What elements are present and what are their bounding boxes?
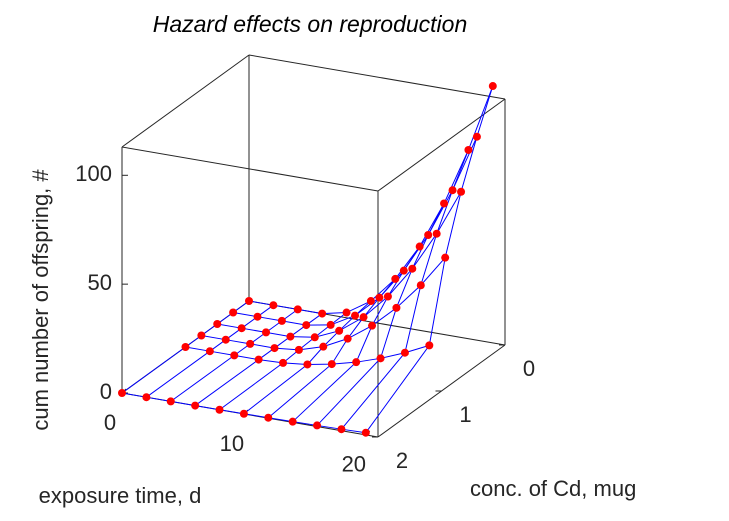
data-point: [399, 266, 408, 275]
data-point: [118, 389, 126, 397]
data-point: [376, 354, 385, 363]
data-point: [319, 342, 328, 351]
data-point: [253, 312, 262, 321]
data-point: [351, 311, 360, 320]
box-edge: [248, 54, 506, 100]
data-point: [269, 301, 278, 310]
data-point: [464, 145, 473, 154]
data-point: [337, 425, 346, 434]
data-point: [441, 253, 450, 262]
data-point: [327, 360, 336, 369]
data-point: [293, 305, 302, 314]
z-tick-label: 50: [88, 270, 112, 295]
box-edge: [377, 98, 506, 192]
data-point: [368, 321, 377, 330]
mesh-line: [233, 136, 478, 326]
chart-title: Hazard effects on reproduction: [153, 11, 468, 37]
mesh-line: [316, 203, 445, 426]
data-point: [294, 345, 303, 354]
data-point: [361, 428, 370, 437]
mesh-line: [292, 246, 421, 423]
data-point: [181, 343, 190, 351]
x-tick-label: 20: [342, 452, 366, 477]
data-point: [166, 397, 175, 406]
data-point: [472, 132, 481, 141]
x-tick-label: 0: [104, 410, 116, 435]
mesh-line: [341, 149, 469, 430]
data-point: [457, 187, 466, 196]
box-edge: [121, 146, 379, 192]
mesh-line: [267, 278, 396, 419]
data-point: [270, 344, 279, 353]
data-point: [239, 409, 248, 418]
data-point: [302, 321, 311, 330]
y-axis-label: conc. of Cd, mug: [470, 476, 636, 501]
data-point: [416, 281, 425, 290]
data-point: [286, 332, 295, 341]
data-point: [262, 328, 271, 337]
z-tick-label: 100: [75, 161, 112, 186]
data-point: [288, 417, 297, 426]
data-point: [391, 274, 400, 283]
data-point: [213, 320, 222, 328]
data-point: [197, 331, 206, 340]
data-point: [142, 393, 151, 402]
data-point: [313, 421, 322, 430]
data-point: [326, 320, 335, 329]
data-point: [191, 401, 200, 410]
data-point: [277, 316, 286, 325]
data-point: [425, 341, 434, 350]
data-point: [352, 358, 361, 367]
data-point: [215, 405, 224, 414]
data-point: [375, 293, 384, 302]
data-point: [303, 360, 312, 369]
z-tick-label: 0: [100, 379, 112, 404]
z-axis-label: cum number of offspring, #: [28, 169, 53, 431]
box-edge: [121, 54, 250, 148]
data-point: [432, 229, 441, 238]
y-tick-label: 2: [396, 448, 408, 473]
data-point: [359, 313, 368, 322]
data-point: [342, 308, 351, 317]
data-point: [221, 335, 230, 344]
data-point: [343, 334, 352, 343]
data-point: [245, 297, 253, 305]
data-point: [237, 324, 246, 333]
mesh-line: [365, 85, 494, 434]
data-point: [246, 339, 255, 348]
data-point: [335, 326, 344, 335]
data-point: [254, 355, 263, 364]
data-point: [415, 242, 424, 251]
data-point: [205, 347, 214, 356]
data-point: [488, 82, 497, 91]
y-tick-label: 1: [459, 402, 471, 427]
data-point: [408, 264, 417, 273]
data-point: [366, 297, 375, 306]
data-point: [400, 348, 409, 357]
data-point: [383, 292, 392, 301]
data-point: [310, 333, 319, 342]
data-point: [279, 358, 288, 367]
y-tick-label: 0: [523, 356, 535, 381]
x-axis-label: exposure time, d: [39, 483, 202, 508]
x-tick-label: 10: [220, 431, 244, 456]
data-point: [448, 186, 457, 195]
data-point: [440, 199, 449, 208]
data-point: [318, 309, 327, 318]
data-point: [230, 351, 239, 360]
data-point: [264, 413, 273, 422]
data-point: [424, 230, 433, 239]
data-point: [392, 303, 401, 312]
data-point: [229, 308, 238, 317]
